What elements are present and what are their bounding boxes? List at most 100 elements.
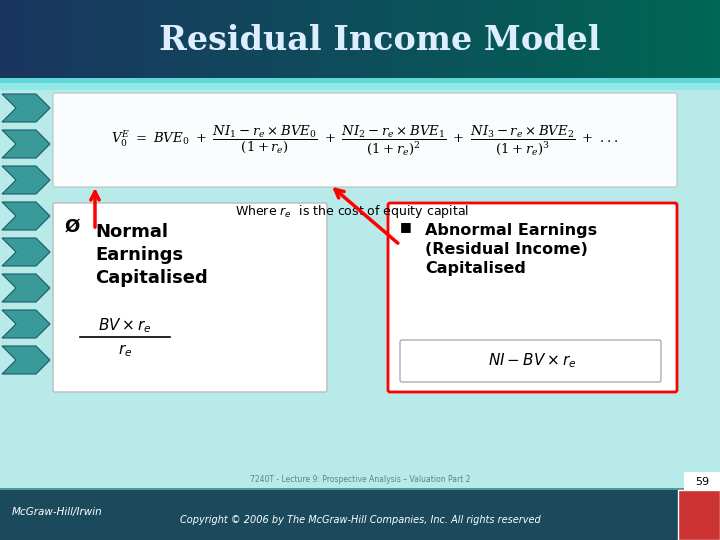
Bar xyxy=(439,0,443,80)
Bar xyxy=(367,0,371,80)
Bar xyxy=(428,0,432,80)
Bar xyxy=(155,0,158,80)
Bar xyxy=(281,0,284,80)
FancyBboxPatch shape xyxy=(388,203,677,392)
Bar xyxy=(540,0,544,80)
Bar xyxy=(101,0,104,80)
Bar xyxy=(126,0,130,80)
Bar xyxy=(176,0,180,80)
Bar xyxy=(202,0,205,80)
Bar xyxy=(353,0,356,80)
Bar xyxy=(677,0,680,80)
Bar xyxy=(292,0,295,80)
Bar xyxy=(266,0,270,80)
Bar xyxy=(691,0,695,80)
Text: Abnormal Earnings
(Residual Income)
Capitalised: Abnormal Earnings (Residual Income) Capi… xyxy=(425,223,597,276)
Bar xyxy=(144,0,148,80)
Bar xyxy=(454,0,457,80)
Bar xyxy=(414,0,418,80)
Bar xyxy=(536,0,540,80)
Bar xyxy=(594,0,598,80)
Bar xyxy=(410,0,414,80)
Bar xyxy=(18,0,22,80)
Bar xyxy=(212,0,216,80)
Bar xyxy=(22,0,25,80)
Bar xyxy=(194,0,198,80)
Bar xyxy=(234,0,238,80)
Bar xyxy=(475,0,479,80)
Bar xyxy=(630,0,634,80)
Bar xyxy=(544,0,547,80)
Bar xyxy=(425,0,428,80)
Bar xyxy=(403,0,407,80)
Bar xyxy=(382,0,385,80)
Bar xyxy=(43,0,47,80)
Bar xyxy=(637,0,641,80)
Bar xyxy=(220,0,223,80)
Bar xyxy=(277,0,281,80)
Bar xyxy=(392,0,396,80)
Bar xyxy=(648,0,652,80)
Bar xyxy=(461,0,464,80)
Polygon shape xyxy=(2,130,50,158)
Bar xyxy=(137,0,140,80)
Bar xyxy=(47,0,50,80)
Bar xyxy=(360,0,364,80)
Bar xyxy=(529,0,533,80)
Bar xyxy=(634,0,637,80)
Bar xyxy=(90,0,94,80)
Bar xyxy=(191,0,194,80)
Bar xyxy=(659,0,662,80)
Bar xyxy=(716,0,720,80)
Bar xyxy=(338,0,342,80)
Bar xyxy=(209,0,212,80)
Bar xyxy=(706,0,709,80)
Bar xyxy=(310,0,313,80)
Bar xyxy=(270,0,274,80)
Bar xyxy=(259,0,263,80)
Bar xyxy=(666,0,670,80)
Bar xyxy=(504,0,508,80)
Bar xyxy=(130,0,133,80)
Bar xyxy=(482,0,486,80)
Bar xyxy=(7,0,11,80)
Bar xyxy=(50,0,54,80)
Text: Normal
Earnings
Capitalised: Normal Earnings Capitalised xyxy=(95,223,208,287)
Bar xyxy=(205,0,209,80)
Bar xyxy=(173,0,176,80)
Polygon shape xyxy=(2,346,50,374)
Bar xyxy=(619,0,623,80)
Bar xyxy=(313,0,317,80)
Bar xyxy=(223,0,227,80)
Bar xyxy=(576,0,580,80)
Bar xyxy=(238,0,241,80)
Text: Residual Income Model: Residual Income Model xyxy=(159,24,600,57)
Bar xyxy=(371,0,374,80)
Bar xyxy=(673,0,677,80)
Bar xyxy=(450,0,454,80)
Bar xyxy=(302,0,306,80)
Bar xyxy=(526,0,529,80)
Bar xyxy=(104,0,108,80)
Bar xyxy=(702,0,706,80)
Bar xyxy=(198,0,202,80)
Bar xyxy=(184,0,187,80)
Bar xyxy=(623,0,626,80)
Bar xyxy=(0,490,720,540)
Bar xyxy=(140,0,144,80)
Bar xyxy=(518,0,522,80)
Bar xyxy=(688,0,691,80)
Bar xyxy=(29,0,32,80)
Bar xyxy=(252,0,256,80)
Bar xyxy=(446,0,450,80)
Bar xyxy=(508,0,511,80)
Bar xyxy=(58,0,61,80)
Bar xyxy=(25,0,29,80)
Bar xyxy=(684,0,688,80)
Bar xyxy=(468,0,472,80)
Bar xyxy=(374,0,378,80)
Bar xyxy=(14,0,18,80)
Bar xyxy=(713,0,716,80)
Bar xyxy=(83,0,86,80)
Bar xyxy=(158,0,162,80)
